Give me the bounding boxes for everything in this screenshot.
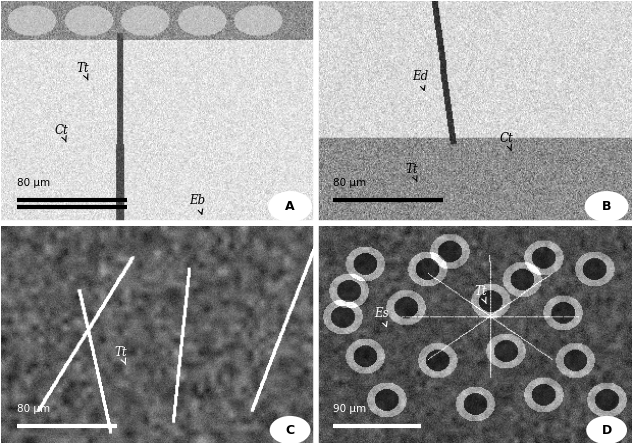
Text: Ed: Ed [412,71,428,91]
Text: Es: Es [374,307,389,327]
Text: Tt: Tt [475,285,487,304]
Text: B: B [602,200,611,213]
Text: Ct: Ct [54,123,68,142]
Text: 80 μm: 80 μm [334,178,367,188]
Circle shape [586,416,627,444]
Text: 80 μm: 80 μm [17,404,50,414]
Text: Tt: Tt [77,62,89,80]
Circle shape [270,416,311,444]
Text: C: C [285,424,295,436]
Circle shape [268,191,312,222]
Text: Eb: Eb [190,194,206,214]
Text: Tt: Tt [115,346,127,365]
Text: D: D [601,424,611,436]
Text: Tt: Tt [406,163,418,182]
Text: 80 μm: 80 μm [17,178,50,188]
Circle shape [585,191,629,222]
Text: Ct: Ct [500,132,513,151]
Text: 90 μm: 90 μm [334,404,367,414]
Text: A: A [285,200,295,213]
